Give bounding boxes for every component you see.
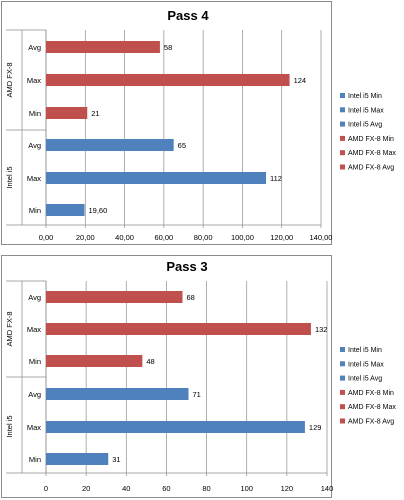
chart-1: Pass 3 0 20 40 60 80 100 120 140 Avg 68 Max 132 Min 48… [1, 255, 396, 498]
x-tick-label: 0 [44, 484, 48, 493]
x-tick-label: 60,00 [154, 233, 173, 242]
data-label: 129 [309, 423, 322, 432]
chart-title: Pass 3 [166, 259, 207, 274]
x-tick-label: 100 [240, 484, 253, 493]
legend-swatch [340, 375, 345, 381]
x-tick-label: 120 [281, 484, 294, 493]
bar [46, 453, 109, 465]
data-label: 48 [146, 357, 154, 366]
bar [46, 323, 311, 335]
x-tick-label: 60 [162, 484, 170, 493]
bar [46, 139, 174, 151]
legend-label: Intel i5 Avg [348, 376, 382, 383]
bar [46, 291, 183, 303]
bar [46, 388, 189, 400]
legend-swatch [340, 347, 345, 352]
data-label: 21 [91, 109, 99, 118]
data-label: 124 [294, 76, 307, 85]
category-label: Avg [28, 141, 41, 150]
chart-title: Pass 4 [167, 8, 209, 23]
bar [46, 355, 143, 367]
bar [46, 172, 266, 184]
x-tick-label: 40 [122, 484, 130, 493]
x-tick-label: 0,00 [39, 233, 54, 242]
category-label: Min [29, 455, 41, 464]
legend-swatch [340, 107, 345, 113]
legend-label: AMD FX-8 Avg [348, 165, 394, 172]
legend-swatch [340, 164, 345, 170]
data-label: 58 [164, 43, 172, 52]
category-label: Min [29, 357, 41, 366]
x-tick-label: 80 [202, 484, 210, 493]
data-label: 31 [112, 455, 120, 464]
x-tick-label: 100,00 [231, 233, 254, 242]
x-tick-label: 20 [82, 484, 90, 493]
category-label: Avg [28, 293, 41, 302]
x-tick-label: 20,00 [76, 233, 95, 242]
data-label: 68 [186, 293, 194, 302]
data-label: 71 [193, 390, 201, 399]
category-label: Max [27, 174, 41, 183]
bar [46, 74, 290, 86]
x-tick-label: 120,00 [270, 233, 293, 242]
x-tick-label: 140 [321, 484, 334, 493]
category-label: Avg [28, 43, 41, 52]
x-tick-label: 80,00 [194, 233, 213, 242]
legend-swatch [340, 135, 345, 141]
legend-swatch [340, 93, 345, 98]
category-label: Min [29, 109, 41, 118]
legend: Intel i5 Min Intel i5 Max Intel i5 Avg AMD … [340, 93, 396, 172]
data-label: 19,60 [89, 206, 108, 215]
group-label: AMD FX-8 [5, 311, 14, 346]
legend-swatch [340, 150, 345, 156]
bar [46, 107, 88, 119]
bar [46, 421, 305, 433]
legend-swatch [340, 389, 345, 395]
x-tick-label: 140,00 [310, 233, 333, 242]
legend-label: AMD FX-8 Max [348, 150, 396, 157]
category-label: Max [27, 325, 41, 334]
legend-label: Intel i5 Max [348, 361, 384, 368]
category-label: Min [29, 206, 41, 215]
legend-label: Intel i5 Avg [348, 122, 382, 129]
legend-swatch [340, 418, 345, 424]
legend-label: Intel i5 Max [348, 107, 384, 114]
category-label: Max [27, 423, 41, 432]
group-label: AMD FX-8 [5, 62, 14, 97]
data-label: 112 [270, 174, 282, 183]
data-label: 65 [178, 141, 186, 150]
legend-swatch [340, 121, 345, 127]
legend-label: AMD FX-8 Min [348, 390, 394, 397]
chart-0: Pass 4 0,00 20,00 40,00 60,00 80,00 100,00 120,… [1, 1, 396, 245]
category-label: Max [27, 76, 41, 85]
x-tick-label: 40,00 [115, 233, 134, 242]
legend-swatch [340, 404, 345, 410]
bar [46, 41, 160, 53]
group-label: Intel i5 [5, 166, 14, 188]
data-label: 132 [315, 325, 328, 334]
legend: Intel i5 Min Intel i5 Max Intel i5 Avg AMD … [340, 347, 396, 426]
category-label: Avg [28, 390, 41, 399]
legend-label: Intel i5 Min [348, 93, 382, 100]
legend-label: AMD FX-8 Avg [348, 419, 394, 426]
legend-swatch [340, 361, 345, 367]
bar [46, 204, 85, 216]
legend-label: AMD FX-8 Min [348, 136, 394, 143]
group-label: Intel i5 [5, 415, 14, 437]
legend-label: AMD FX-8 Max [348, 404, 396, 411]
legend-label: Intel i5 Min [348, 347, 382, 354]
